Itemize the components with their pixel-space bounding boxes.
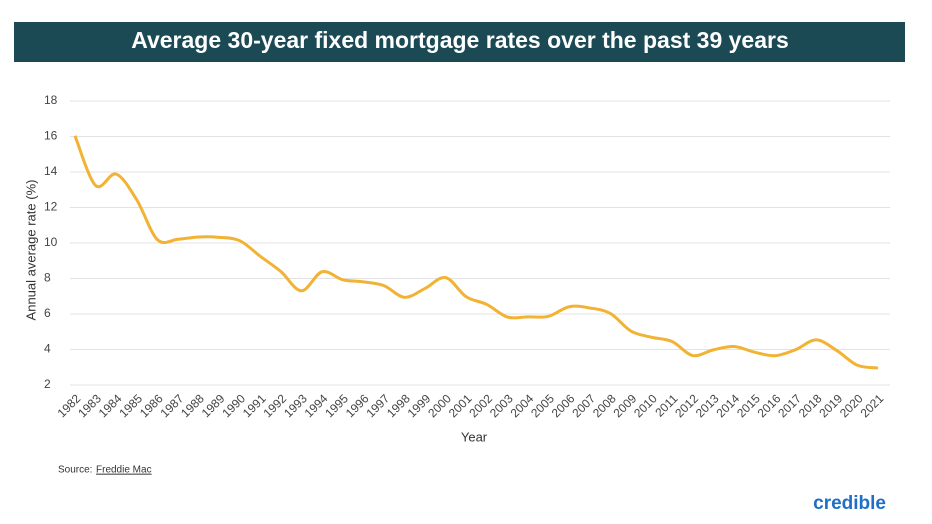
y-axis-label: Annual average rate (%) xyxy=(23,180,38,321)
rate-line xyxy=(73,135,879,370)
y-tick-label: 14 xyxy=(44,164,58,178)
x-axis-label: Year xyxy=(461,429,488,444)
brand-logo: credible xyxy=(813,493,886,514)
y-tick-label: 6 xyxy=(44,306,51,320)
y-tick-label: 4 xyxy=(44,342,51,356)
y-tick-label: 18 xyxy=(44,93,58,107)
y-tick-label: 12 xyxy=(44,200,58,214)
title-banner xyxy=(14,22,905,62)
source-label: Source: xyxy=(58,465,92,476)
chart-title: Average 30-year fixed mortgage rates ove… xyxy=(131,27,789,53)
y-tick-label: 10 xyxy=(44,235,58,249)
y-tick-label: 16 xyxy=(44,129,58,143)
source-link[interactable]: Freddie Mac xyxy=(96,465,152,476)
y-tick-label: 8 xyxy=(44,271,51,285)
x-tick-label: 2021 xyxy=(858,391,887,420)
y-tick-label: 2 xyxy=(44,377,51,391)
